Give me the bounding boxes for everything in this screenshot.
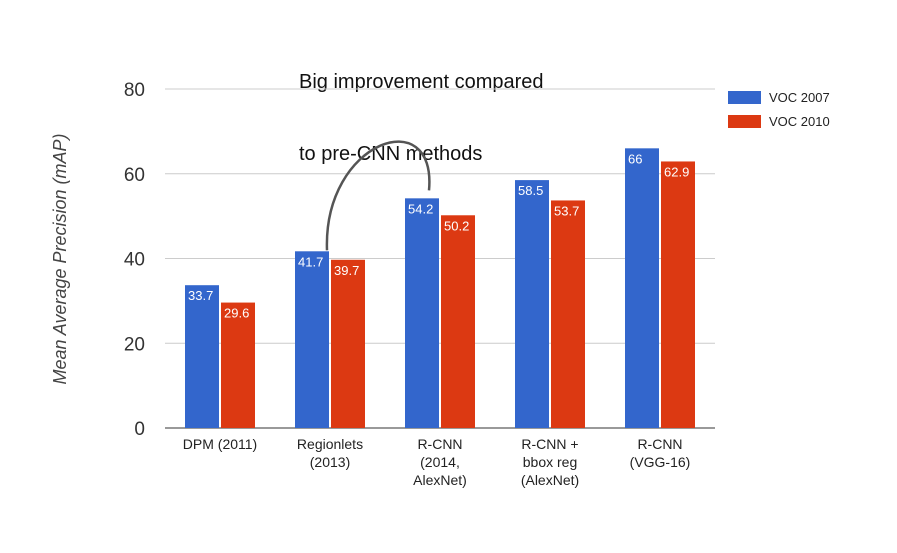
bar: [441, 215, 475, 428]
data-label: 50.2: [444, 218, 469, 233]
bar: [295, 251, 329, 428]
data-label: 58.5: [518, 183, 543, 198]
data-label: 53.7: [554, 203, 579, 218]
legend-item-voc2010: VOC 2010: [728, 110, 830, 132]
x-tick-label: (2014,: [420, 454, 460, 470]
y-tick-label: 60: [124, 165, 145, 186]
data-label: 62.9: [664, 164, 689, 179]
legend-item-voc2007: VOC 2007: [728, 86, 830, 108]
x-tick-label: (VGG-16): [630, 454, 691, 470]
bar: [405, 198, 439, 428]
legend-label-voc2007: VOC 2007: [769, 89, 830, 105]
data-label: 41.7: [298, 254, 323, 269]
x-tick-label: R-CNN +: [521, 436, 578, 452]
x-tick-label: AlexNet): [413, 472, 467, 488]
data-label: 66: [628, 151, 642, 166]
y-tick-label: 20: [124, 334, 145, 355]
legend-swatch-voc2007: [728, 90, 761, 104]
data-label: 33.7: [188, 288, 213, 303]
y-tick-label: 40: [124, 250, 145, 271]
annotation-text: Big improvement compared to pre-CNN meth…: [299, 22, 544, 190]
x-tick-label: (2013): [310, 454, 350, 470]
x-tick-label: DPM (2011): [183, 436, 257, 452]
x-tick-label: R-CNN: [417, 436, 462, 452]
legend-label-voc2010: VOC 2010: [769, 113, 830, 129]
bar: [625, 148, 659, 428]
y-tick-label: 80: [124, 80, 145, 101]
bar: [221, 302, 255, 428]
bar: [331, 259, 365, 428]
legend: VOC 2007 VOC 2010: [728, 86, 830, 134]
data-label: 39.7: [334, 263, 359, 278]
x-tick-label: (AlexNet): [521, 472, 579, 488]
y-tick-label: 0: [134, 419, 145, 440]
bar: [551, 200, 585, 428]
legend-swatch-voc2010: [728, 114, 761, 128]
bar: [515, 180, 549, 428]
annotation-line-1: Big improvement compared: [299, 71, 544, 93]
bar: [185, 285, 219, 428]
x-tick-label: bbox reg: [523, 454, 577, 470]
data-label: 29.6: [224, 306, 249, 321]
bar: [661, 161, 695, 428]
y-axis-label: Mean Average Precision (mAP): [50, 133, 70, 384]
x-tick-label: Regionlets: [297, 436, 363, 452]
annotation-arc: [325, 140, 431, 251]
x-tick-label: R-CNN: [637, 436, 682, 452]
data-label: 54.2: [408, 201, 433, 216]
